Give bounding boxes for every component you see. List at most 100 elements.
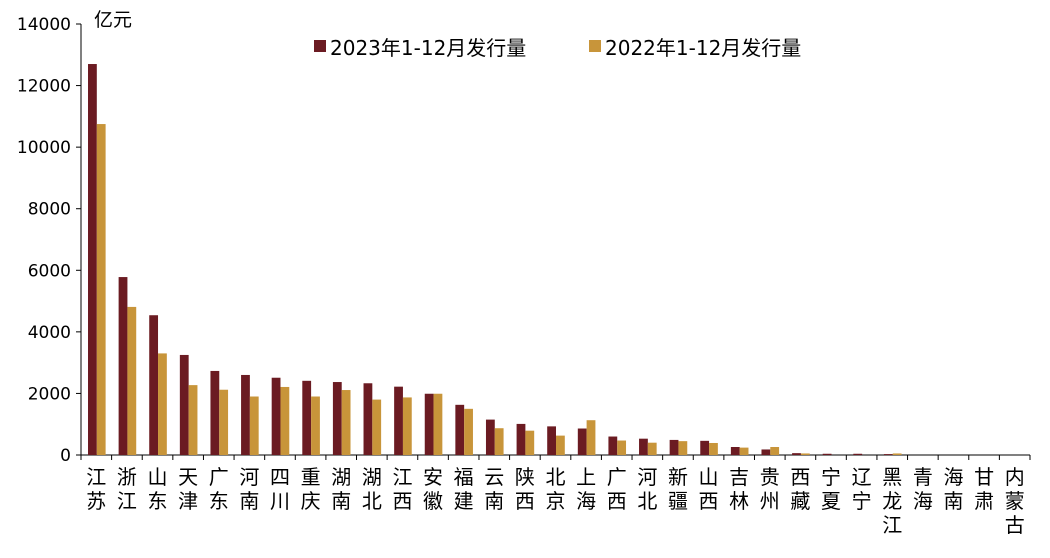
y-axis: 0 2000 4000 6000 8000 10000 12000 14000 — [17, 15, 82, 466]
bar-2023 — [577, 428, 587, 455]
bar-2023 — [424, 393, 434, 455]
bar-2022 — [464, 408, 473, 455]
bar-2022 — [770, 447, 780, 455]
bar-2023 — [761, 449, 771, 455]
bar-2022 — [739, 447, 749, 455]
y-tick-label: 4000 — [28, 323, 71, 343]
x-category-label: 吉林 — [729, 465, 749, 513]
x-category-label: 河北 — [637, 465, 657, 513]
bar-2022 — [556, 435, 565, 455]
bar-2023 — [394, 386, 403, 455]
bar-2022 — [341, 390, 351, 455]
bar-2022 — [433, 393, 443, 455]
bar-2023 — [118, 277, 128, 455]
bar-2022 — [96, 124, 106, 456]
legend-swatch-2023 — [314, 40, 326, 52]
bar-2022 — [586, 420, 596, 455]
x-category-label: 山东 — [148, 465, 168, 513]
bar-2022 — [892, 453, 902, 455]
x-category-label: 海南 — [943, 465, 963, 513]
bar-2022 — [249, 396, 259, 455]
bar-2022 — [188, 385, 198, 455]
x-category-label: 天津 — [178, 465, 198, 513]
y-tick-label: 2000 — [28, 384, 71, 404]
bar-2023 — [730, 447, 740, 455]
bar-2023 — [455, 404, 465, 455]
x-category-label: 宁夏 — [821, 465, 841, 513]
x-category-label: 贵州 — [760, 465, 780, 513]
bar-2023 — [639, 438, 648, 455]
bar-2023 — [485, 419, 495, 455]
bar-2022 — [800, 453, 810, 455]
y-tick-label: 8000 — [28, 200, 71, 220]
bar-2022 — [280, 386, 290, 455]
bar-2022 — [647, 442, 657, 455]
x-category-label: 福建 — [454, 465, 474, 513]
x-category-label: 辽宁 — [852, 465, 872, 513]
bar-2023 — [210, 370, 220, 455]
x-category-label: 北京 — [546, 465, 566, 513]
bar-2022 — [219, 389, 229, 455]
x-category-label: 湖南 — [331, 465, 351, 513]
x-category-label: 云南 — [484, 465, 504, 513]
legend-label-2022: 2022年1-12月发行量 — [605, 36, 801, 60]
x-category-label: 安徽 — [423, 465, 443, 513]
bar-2023 — [332, 382, 342, 455]
x-category-label: 青海 — [913, 465, 933, 513]
x-category-label: 广东 — [209, 465, 229, 513]
x-category-label: 浙江 — [117, 465, 137, 513]
x-category-label: 湖北 — [362, 465, 382, 513]
y-tick-label: 14000 — [17, 15, 71, 35]
x-category-label: 上海 — [576, 465, 596, 513]
y-tick-label: 6000 — [28, 261, 71, 281]
bar-2023 — [88, 64, 97, 456]
x-axis — [80, 454, 1031, 460]
bar-2022 — [311, 396, 320, 455]
legend: 2023年1-12月发行量 2022年1-12月发行量 — [314, 36, 801, 60]
bar-2023 — [271, 377, 281, 455]
x-category-label: 内蒙古 — [1005, 465, 1025, 537]
bar-2022 — [617, 440, 627, 455]
bar-2023 — [608, 436, 618, 455]
x-category-label: 重庆 — [301, 465, 321, 513]
bar-2023 — [700, 440, 710, 455]
bar-2023 — [853, 453, 863, 455]
x-category-label: 西藏 — [790, 465, 810, 513]
bar-2023 — [516, 423, 526, 455]
bar-2023 — [149, 315, 159, 455]
bar-2023 — [669, 439, 679, 455]
bar-2023 — [302, 380, 312, 455]
bar-2022 — [127, 306, 137, 455]
bar-2022 — [494, 428, 504, 455]
y-tick-label: 12000 — [17, 77, 71, 97]
x-category-label: 江西 — [392, 465, 412, 513]
x-category-label: 陕西 — [515, 465, 535, 513]
y-tick-label: 0 — [60, 446, 71, 466]
bar-2022 — [525, 430, 535, 455]
bar-2023 — [179, 354, 189, 455]
category-labels: 江苏浙江山东天津广东河南四川重庆湖南湖北江西安徽福建云南陕西北京上海广西河北新疆… — [86, 465, 1024, 537]
x-category-label: 江苏 — [86, 465, 106, 513]
y-tick-label: 10000 — [17, 138, 71, 158]
bar-2023 — [241, 374, 250, 455]
bar-2022 — [709, 442, 718, 455]
x-category-label: 山西 — [699, 465, 719, 513]
bar-2023 — [792, 453, 801, 455]
x-category-label: 新疆 — [668, 465, 688, 513]
bar-2023 — [363, 383, 373, 455]
bar-2023 — [883, 454, 893, 455]
bar-2022 — [402, 397, 412, 455]
x-category-label: 广西 — [607, 465, 627, 513]
bar-2023 — [822, 453, 832, 455]
y-unit-label: 亿元 — [94, 9, 132, 31]
bars — [88, 64, 902, 456]
legend-swatch-2022 — [589, 40, 601, 52]
bar-2022 — [158, 353, 167, 455]
bar-2022 — [678, 441, 688, 455]
bar-2022 — [372, 399, 382, 455]
x-category-label: 河南 — [239, 465, 259, 513]
x-category-label: 黑龙江 — [882, 465, 902, 537]
x-category-label: 甘肃 — [974, 465, 994, 513]
bar-2023 — [547, 426, 556, 455]
